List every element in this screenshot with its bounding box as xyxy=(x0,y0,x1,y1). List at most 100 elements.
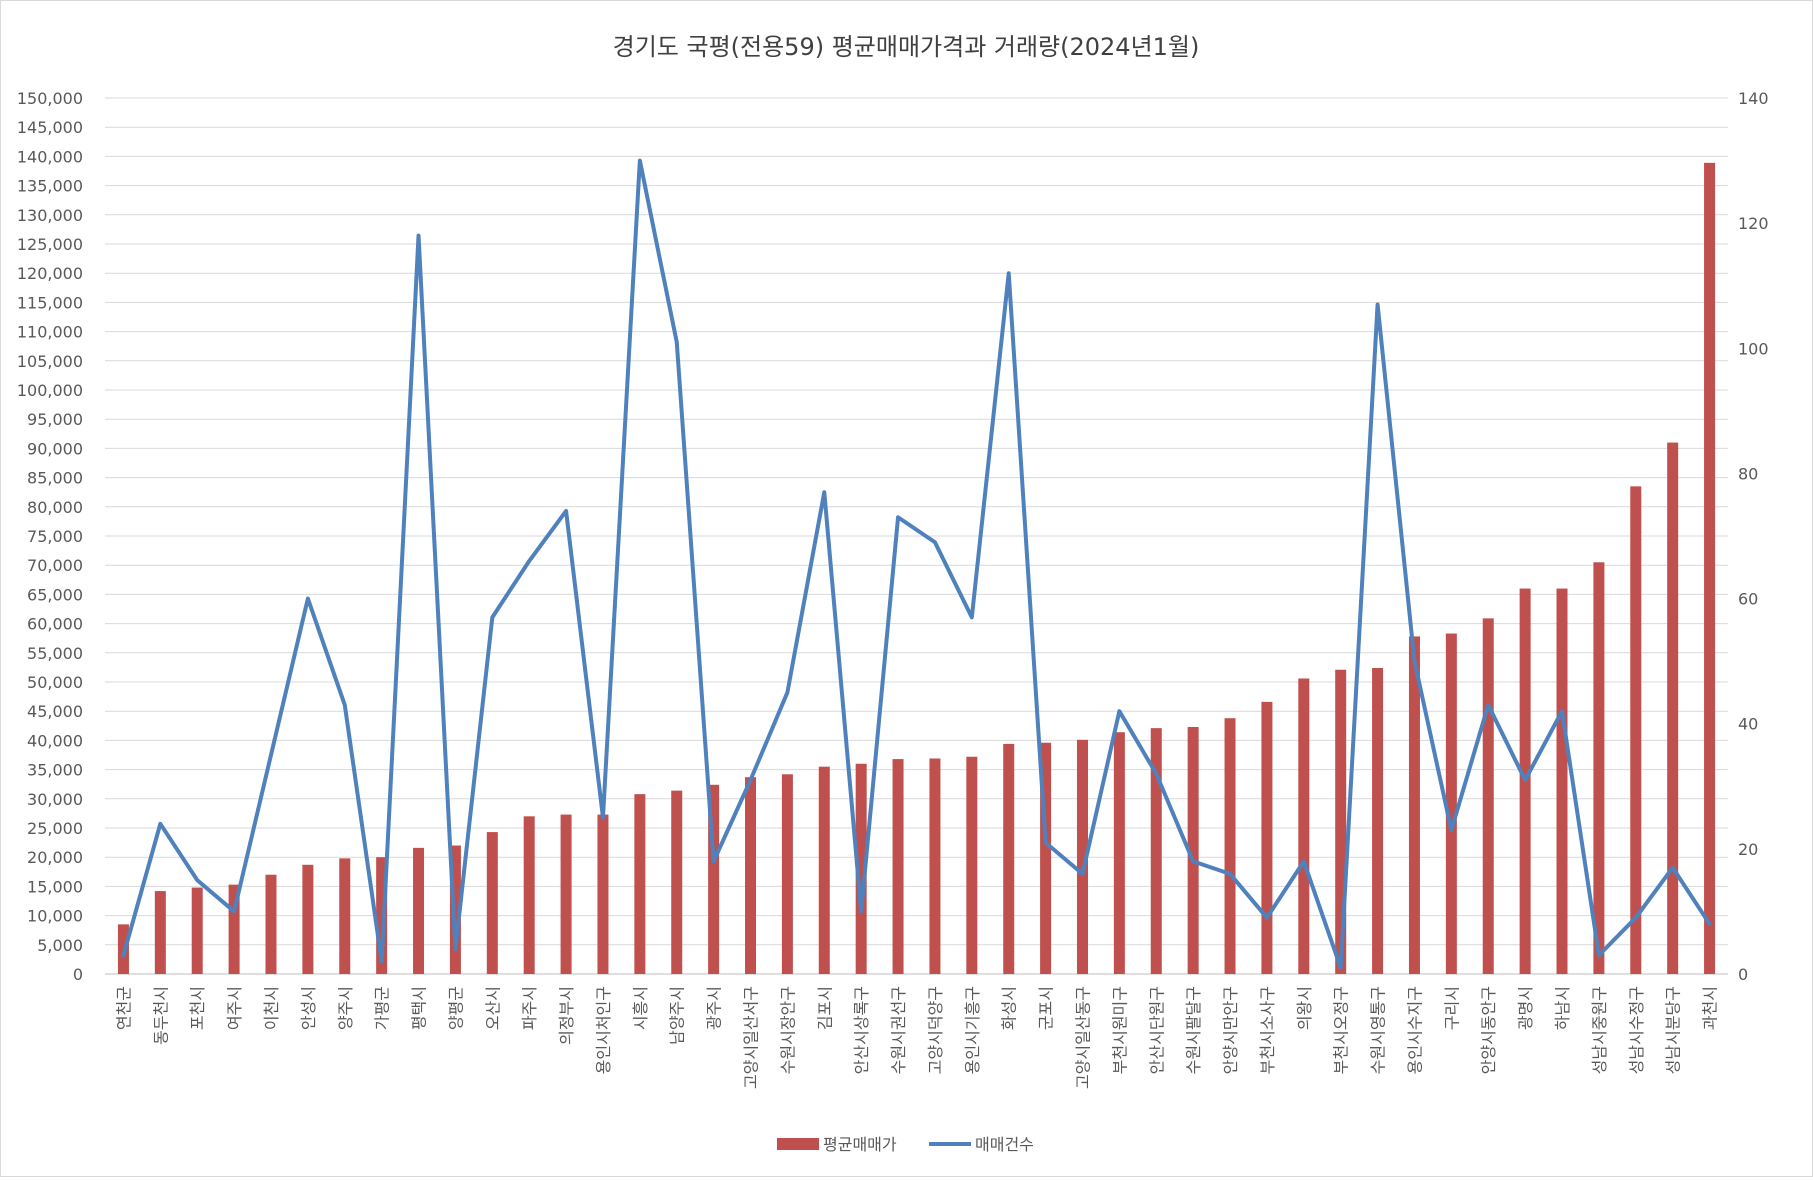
category-label: 하남시 xyxy=(1553,986,1572,1030)
price-bar xyxy=(1557,589,1568,974)
category-label: 수원시팔달구 xyxy=(1184,986,1203,1074)
price-bar xyxy=(1667,443,1678,974)
category-label: 고양시일산동구 xyxy=(1073,986,1092,1089)
category-label: 가평군 xyxy=(373,986,392,1030)
price-bar xyxy=(487,832,498,974)
category-label: 부천시원미구 xyxy=(1110,986,1129,1074)
right-axis-ticks: 0 20 40 60 80 100 120 140 xyxy=(1738,89,1769,984)
left-tick-label: 105,000 xyxy=(17,352,83,371)
category-label: 광명시 xyxy=(1516,986,1535,1030)
left-tick-label: 85,000 xyxy=(27,469,83,488)
left-tick-label: 135,000 xyxy=(17,177,83,196)
category-label: 용인시기흥구 xyxy=(963,986,982,1074)
left-tick-label: 50,000 xyxy=(27,673,83,692)
price-bar xyxy=(1225,718,1236,974)
price-bar xyxy=(966,757,977,974)
price-bar xyxy=(1372,668,1383,974)
price-bar xyxy=(782,774,793,974)
category-label: 양평군 xyxy=(446,986,465,1030)
left-tick-label: 95,000 xyxy=(27,410,83,429)
right-tick-label: 120 xyxy=(1738,214,1769,233)
right-tick-label: 60 xyxy=(1738,590,1758,609)
category-label: 의정부시 xyxy=(557,986,576,1045)
category-label: 안성시 xyxy=(299,986,318,1030)
category-label: 연천군 xyxy=(114,986,133,1030)
legend-label-bar: 평균매매가 xyxy=(823,1135,897,1154)
category-label: 성남시분당구 xyxy=(1664,986,1683,1074)
left-tick-label: 40,000 xyxy=(27,731,83,750)
price-bar xyxy=(1630,486,1641,974)
price-bars xyxy=(118,163,1715,974)
category-label: 부천시오정구 xyxy=(1332,986,1351,1074)
price-bar xyxy=(524,816,535,974)
left-tick-label: 120,000 xyxy=(17,264,83,283)
left-tick-label: 45,000 xyxy=(27,702,83,721)
right-tick-label: 100 xyxy=(1738,339,1769,358)
left-tick-label: 110,000 xyxy=(17,323,83,342)
price-bar xyxy=(339,858,350,974)
left-tick-label: 80,000 xyxy=(27,498,83,517)
price-bar xyxy=(561,815,572,974)
category-label: 구리시 xyxy=(1442,986,1461,1030)
category-label: 동두천시 xyxy=(151,986,170,1045)
price-bar xyxy=(413,848,424,974)
price-bar xyxy=(1261,702,1272,974)
category-label: 부천시소사구 xyxy=(1258,986,1277,1074)
price-bar xyxy=(1003,744,1014,974)
category-label: 안산시상록구 xyxy=(852,986,871,1074)
price-bar xyxy=(155,891,166,974)
category-label: 양주시 xyxy=(336,986,355,1030)
left-tick-label: 140,000 xyxy=(17,147,83,166)
category-label: 안양시만안구 xyxy=(1221,986,1240,1074)
left-tick-label: 35,000 xyxy=(27,761,83,780)
left-tick-label: 10,000 xyxy=(27,907,83,926)
price-bar xyxy=(302,865,313,974)
category-label: 성남시중원구 xyxy=(1590,986,1609,1074)
category-label: 평택시 xyxy=(410,986,429,1030)
right-tick-label: 80 xyxy=(1738,464,1758,483)
chart-title: 경기도 국평(전용59) 평균매매가격과 거래량(2024년1월) xyxy=(613,33,1200,61)
price-bar xyxy=(265,875,276,974)
left-tick-label: 115,000 xyxy=(17,293,83,312)
category-label: 의왕시 xyxy=(1295,986,1314,1030)
left-tick-label: 25,000 xyxy=(27,819,83,838)
left-tick-label: 100,000 xyxy=(17,381,83,400)
category-label: 수원시권선구 xyxy=(889,986,908,1074)
category-label: 안산시단원구 xyxy=(1147,986,1166,1074)
price-bar xyxy=(745,777,756,974)
category-label: 군포시 xyxy=(1037,986,1056,1030)
left-tick-label: 75,000 xyxy=(27,527,83,546)
count-line xyxy=(123,160,1709,967)
category-label: 파주시 xyxy=(520,986,539,1030)
right-tick-label: 140 xyxy=(1738,89,1769,108)
left-tick-label: 150,000 xyxy=(17,89,83,108)
right-tick-label: 40 xyxy=(1738,715,1758,734)
left-tick-label: 0 xyxy=(73,965,83,984)
category-label: 고양시일산서구 xyxy=(742,986,761,1089)
left-tick-label: 90,000 xyxy=(27,439,83,458)
right-tick-label: 20 xyxy=(1738,840,1758,859)
price-bar xyxy=(1704,163,1715,974)
price-bar xyxy=(1593,562,1604,974)
left-tick-label: 30,000 xyxy=(27,790,83,809)
left-tick-label: 15,000 xyxy=(27,877,83,896)
category-label: 안양시동안구 xyxy=(1479,986,1498,1074)
left-tick-label: 70,000 xyxy=(27,556,83,575)
category-label: 성남시수정구 xyxy=(1627,986,1646,1074)
price-bar xyxy=(1114,732,1125,974)
left-tick-label: 130,000 xyxy=(17,206,83,225)
left-tick-label: 125,000 xyxy=(17,235,83,254)
category-label: 이천시 xyxy=(262,986,281,1030)
count-series-line xyxy=(123,161,1709,968)
left-tick-label: 20,000 xyxy=(27,848,83,867)
right-tick-label: 0 xyxy=(1738,965,1748,984)
category-label: 광주시 xyxy=(705,986,724,1030)
left-axis-ticks: 05,00010,00015,00020,00025,00030,00035,0… xyxy=(17,89,83,984)
price-bar xyxy=(192,888,203,974)
legend-swatch-bar xyxy=(777,1138,819,1150)
category-label: 김포시 xyxy=(815,986,834,1030)
legend: 평균매매가 매매건수 xyxy=(777,1135,1034,1154)
